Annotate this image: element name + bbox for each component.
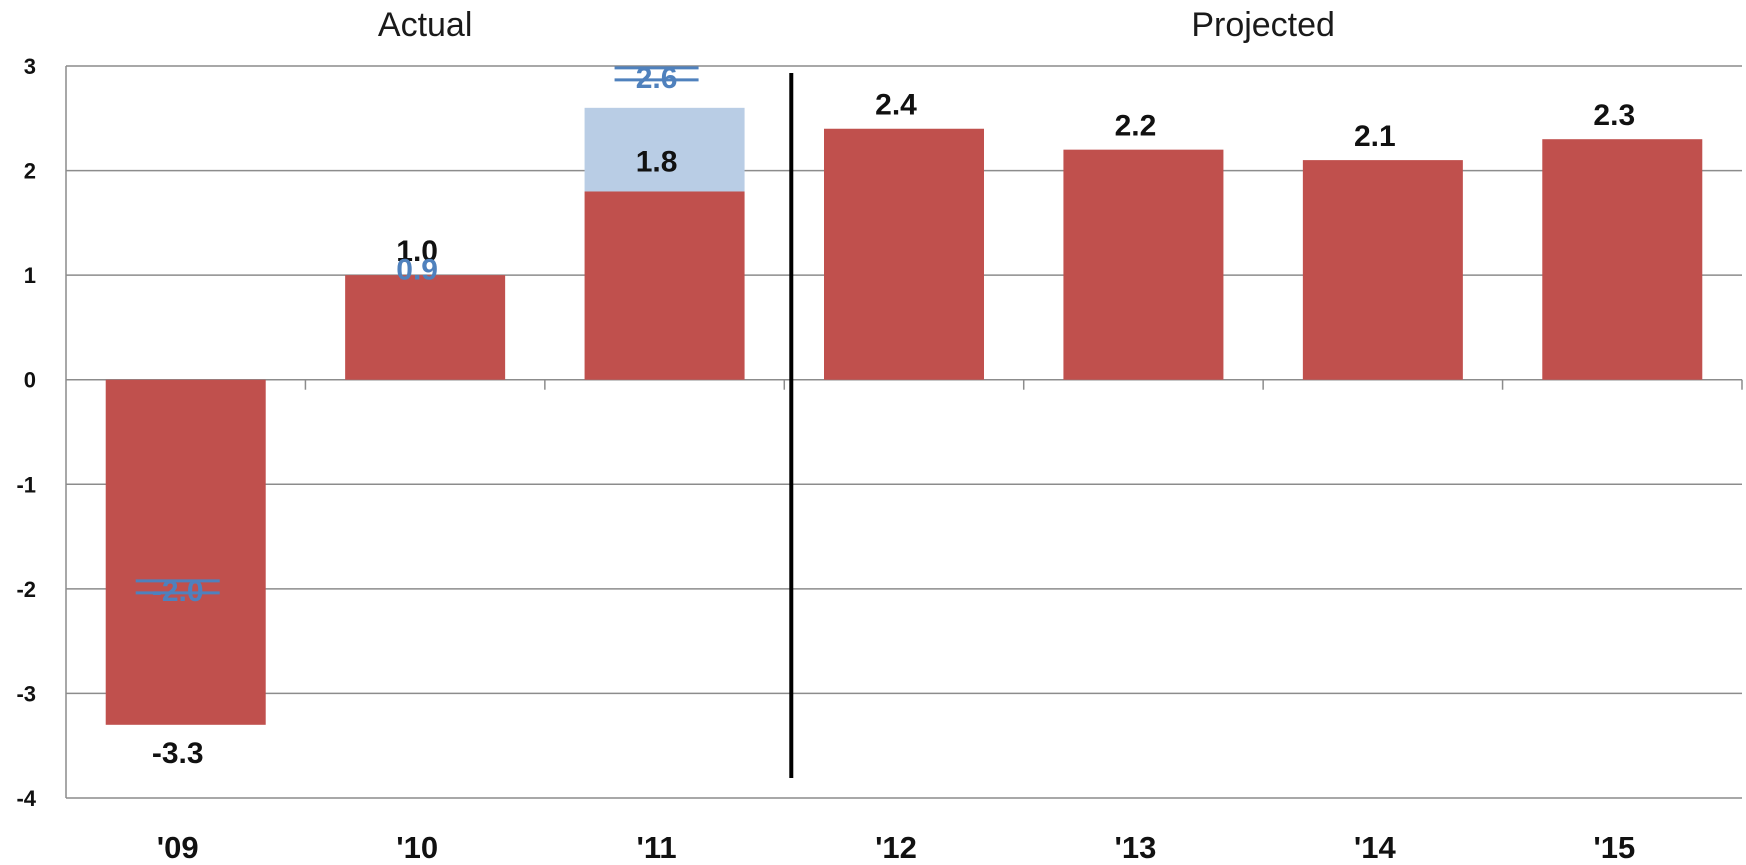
x-tick-label: '12	[875, 830, 917, 865]
bar	[345, 275, 506, 380]
y-tick-label: 1	[24, 263, 36, 288]
data-label: 1.8	[636, 145, 678, 178]
alt-data-label: 0.9	[396, 254, 438, 287]
data-label: 2.2	[1115, 110, 1157, 143]
data-label: -3.3	[152, 737, 204, 770]
data-label: 2.3	[1593, 99, 1635, 132]
x-tick-label: '15	[1593, 830, 1635, 865]
bar-alt	[584, 107, 745, 192]
x-tick-label: '11	[636, 830, 676, 865]
y-tick-label: 0	[24, 368, 36, 393]
y-tick-label: -1	[16, 472, 36, 497]
x-tick-label: '09	[157, 830, 199, 865]
data-label: 2.1	[1354, 120, 1396, 153]
y-tick-label: -4	[16, 786, 36, 811]
bar	[584, 191, 745, 380]
y-tick-label: -2	[16, 577, 36, 602]
section-label: Actual	[378, 6, 473, 44]
bar	[1063, 149, 1224, 380]
bar	[1542, 139, 1703, 380]
data-label: 2.4	[875, 89, 917, 122]
section-label: Projected	[1191, 6, 1335, 44]
bar	[1302, 160, 1463, 380]
x-tick-label: '14	[1354, 830, 1397, 865]
bar	[105, 379, 266, 725]
y-tick-label: 3	[24, 54, 36, 79]
y-tick-label: 2	[24, 159, 36, 184]
x-tick-label: '13	[1114, 830, 1156, 865]
bar	[824, 128, 984, 380]
x-tick-label: '10	[396, 830, 438, 865]
data-label: 1.0	[396, 235, 438, 268]
y-tick-label: -3	[16, 681, 36, 706]
